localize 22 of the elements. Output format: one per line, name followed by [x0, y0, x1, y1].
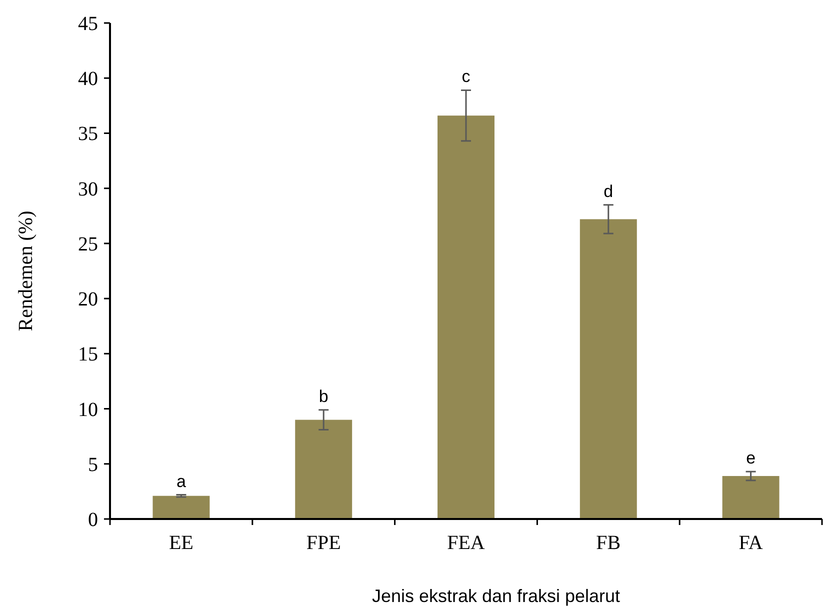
y-tick-label: 25: [78, 233, 98, 256]
annotation: a: [176, 472, 186, 491]
x-tick-label: FB: [596, 532, 621, 554]
y-tick-label: 45: [78, 13, 98, 35]
x-axis-title: Jenis ekstrak dan fraksi pelarut: [372, 586, 620, 606]
x-tick-label: FEA: [447, 532, 486, 554]
annotation: c: [462, 67, 471, 86]
y-tick-label: 20: [78, 288, 98, 311]
y-tick-label: 40: [78, 68, 98, 90]
annotation: e: [746, 448, 756, 468]
x-tick-label: FA: [738, 532, 764, 554]
annotation: d: [604, 182, 614, 201]
x-tick-label: FPE: [306, 532, 341, 554]
y-tick-label: 0: [88, 509, 98, 531]
y-tick-label: 30: [78, 178, 98, 200]
y-tick-label: 10: [78, 398, 98, 421]
y-tick-label: 15: [78, 344, 98, 366]
annotation: b: [318, 386, 328, 406]
x-tick-label: EE: [168, 532, 194, 554]
y-axis-title: Rendemen (%): [15, 210, 37, 332]
y-tick-label: 5: [88, 454, 98, 476]
y-tick-label: 35: [78, 123, 98, 146]
